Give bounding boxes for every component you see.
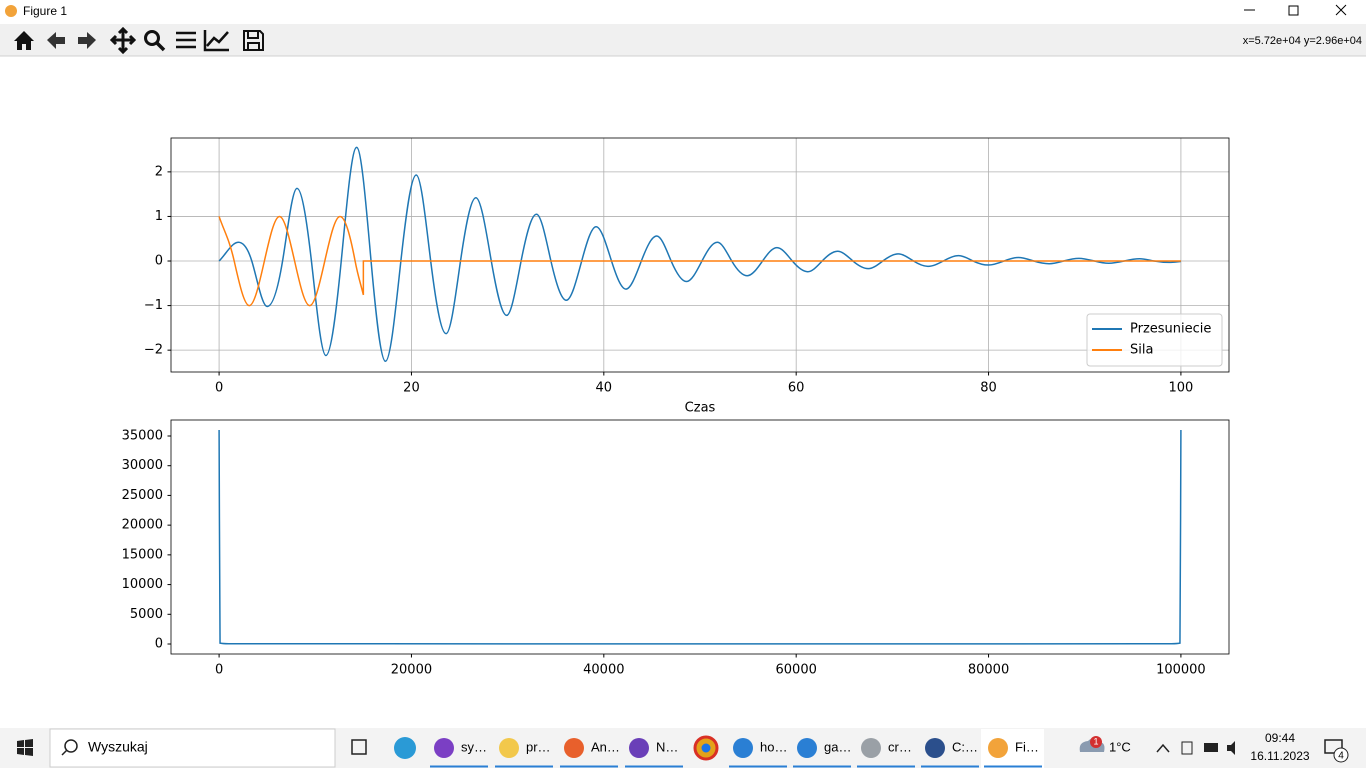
tray-battery[interactable] — [1204, 743, 1218, 752]
y-tick-label: 25000 — [122, 488, 163, 503]
pan-button[interactable] — [109, 26, 137, 55]
app-icon[interactable] — [925, 738, 945, 758]
y-tick-label: 15000 — [122, 547, 163, 562]
plot-area — [218, 146, 1181, 363]
weather-badge — [1090, 736, 1102, 748]
axes-frame — [170, 419, 1230, 655]
cursor-coords: x=5.72e+04 y=2.96e+04 — [1243, 35, 1362, 47]
data-line — [218, 146, 1181, 363]
search-box[interactable] — [49, 728, 336, 768]
back-button[interactable] — [47, 32, 65, 49]
search-icon — [64, 739, 78, 753]
y-tick-label: 2 — [155, 164, 163, 179]
legend-box — [1086, 313, 1223, 367]
app-icon — [5, 5, 17, 17]
x-tick-label: 60 — [788, 381, 805, 396]
temperature: 1°C — [1109, 739, 1131, 754]
x-tick-label: 100 — [1168, 381, 1193, 396]
data-line — [218, 215, 1181, 307]
x-tick-label: 20000 — [391, 663, 432, 678]
app-icon[interactable] — [499, 738, 519, 758]
x-tick-label: 0 — [215, 663, 223, 678]
figure: 0 20 40 60 80 100−2−1012CzasPrzesuniecieSila0… — [122, 137, 1230, 678]
tray-expand[interactable] — [1156, 743, 1170, 753]
tray-volume[interactable] — [1227, 741, 1235, 755]
app-label: ho… — [760, 739, 787, 754]
x-tick-label: 0 — [215, 381, 223, 396]
tray-icon-1[interactable] — [1181, 741, 1193, 755]
app-label: C:… — [952, 739, 978, 754]
legend-label: Przesuniecie — [1130, 322, 1211, 337]
x-tick-label: 100000 — [1156, 663, 1206, 678]
clock-time: 09:44 — [1265, 731, 1295, 745]
axes-frame — [170, 137, 1230, 373]
app-icon[interactable] — [564, 738, 584, 758]
y-tick-label: −1 — [144, 298, 163, 313]
x-tick-label: 60000 — [776, 663, 817, 678]
legend-label: Sila — [1130, 343, 1153, 358]
clock-date: 16.11.2023 — [1250, 749, 1309, 763]
zoom-handle — [155, 41, 166, 52]
zoom-button[interactable] — [144, 30, 160, 46]
chart: 0 20000 40000 60000 80000 100000 0 5000 10000 150… — [122, 419, 1230, 678]
toolbar: x=5.72e+04 y=2.96e+04 — [0, 24, 1366, 57]
title-bar: Figure 1 — [5, 4, 1347, 18]
y-tick-label: 30000 — [122, 458, 163, 473]
weather-badge-count: 1 — [1093, 736, 1098, 746]
app-label: An… — [591, 739, 620, 754]
x-tick-label: 80 — [980, 381, 997, 396]
search-placeholder: Wyszukaj — [88, 739, 148, 755]
app-icon[interactable] — [861, 738, 881, 758]
restore-button[interactable] — [1288, 5, 1299, 16]
app-icon[interactable] — [434, 738, 454, 758]
app-label: ga… — [824, 739, 851, 754]
notification-count: 4 — [1338, 751, 1344, 762]
x-tick-label: 40000 — [583, 663, 624, 678]
close-button[interactable] — [1335, 4, 1347, 16]
y-tick-label: 10000 — [122, 577, 163, 592]
app-label: pr… — [526, 739, 551, 754]
notification-button[interactable] — [1324, 739, 1343, 754]
edit-axis-button[interactable] — [203, 30, 229, 52]
y-tick-label: 20000 — [122, 518, 163, 533]
notification-badge — [1333, 747, 1349, 763]
app-icon[interactable] — [629, 738, 649, 758]
app-icon[interactable] — [797, 738, 817, 758]
edge-icon[interactable] — [394, 737, 416, 759]
home-button[interactable] — [14, 31, 34, 50]
app-label: cr… — [888, 739, 912, 754]
y-tick-label: 1 — [155, 209, 163, 224]
chart: 0 20 40 60 80 100 −2 −1 0 1 2 Czas Przesuniecie Sila — [144, 137, 1230, 416]
app-icon[interactable] — [733, 738, 753, 758]
y-tick-label: 5000 — [130, 607, 163, 622]
app-label: sy… — [461, 739, 487, 754]
app-icon[interactable] — [988, 738, 1008, 758]
start-button[interactable] — [17, 739, 33, 756]
task-view-button[interactable] — [351, 739, 367, 755]
y-tick-label: 35000 — [122, 428, 163, 443]
legend: Przesuniecie Sila — [1086, 313, 1223, 367]
y-tick-label: 0 — [155, 637, 163, 652]
configure-button[interactable] — [176, 31, 196, 49]
x-tick-label: 20 — [403, 381, 420, 396]
window-title: Figure 1 — [23, 4, 67, 18]
save-button[interactable] — [243, 30, 264, 51]
plot-area — [218, 430, 1182, 645]
y-tick-label: 0 — [155, 254, 163, 269]
app-label: N… — [656, 739, 678, 754]
forward-button[interactable] — [78, 32, 96, 49]
x-tick-label: 40 — [596, 381, 613, 396]
data-line — [218, 430, 1182, 645]
taskbar: Wyszukaj 1 1°C 09:44 16.11.2023 4 sy… pr…… — [0, 728, 1366, 768]
x-tick-label: 80000 — [968, 663, 1009, 678]
search-icon-handle — [61, 749, 68, 756]
y-tick-label: −2 — [144, 343, 163, 358]
app-label: Fi… — [1015, 739, 1039, 754]
x-axis-label: Czas — [685, 401, 716, 416]
chrome-icon-center — [701, 743, 711, 753]
